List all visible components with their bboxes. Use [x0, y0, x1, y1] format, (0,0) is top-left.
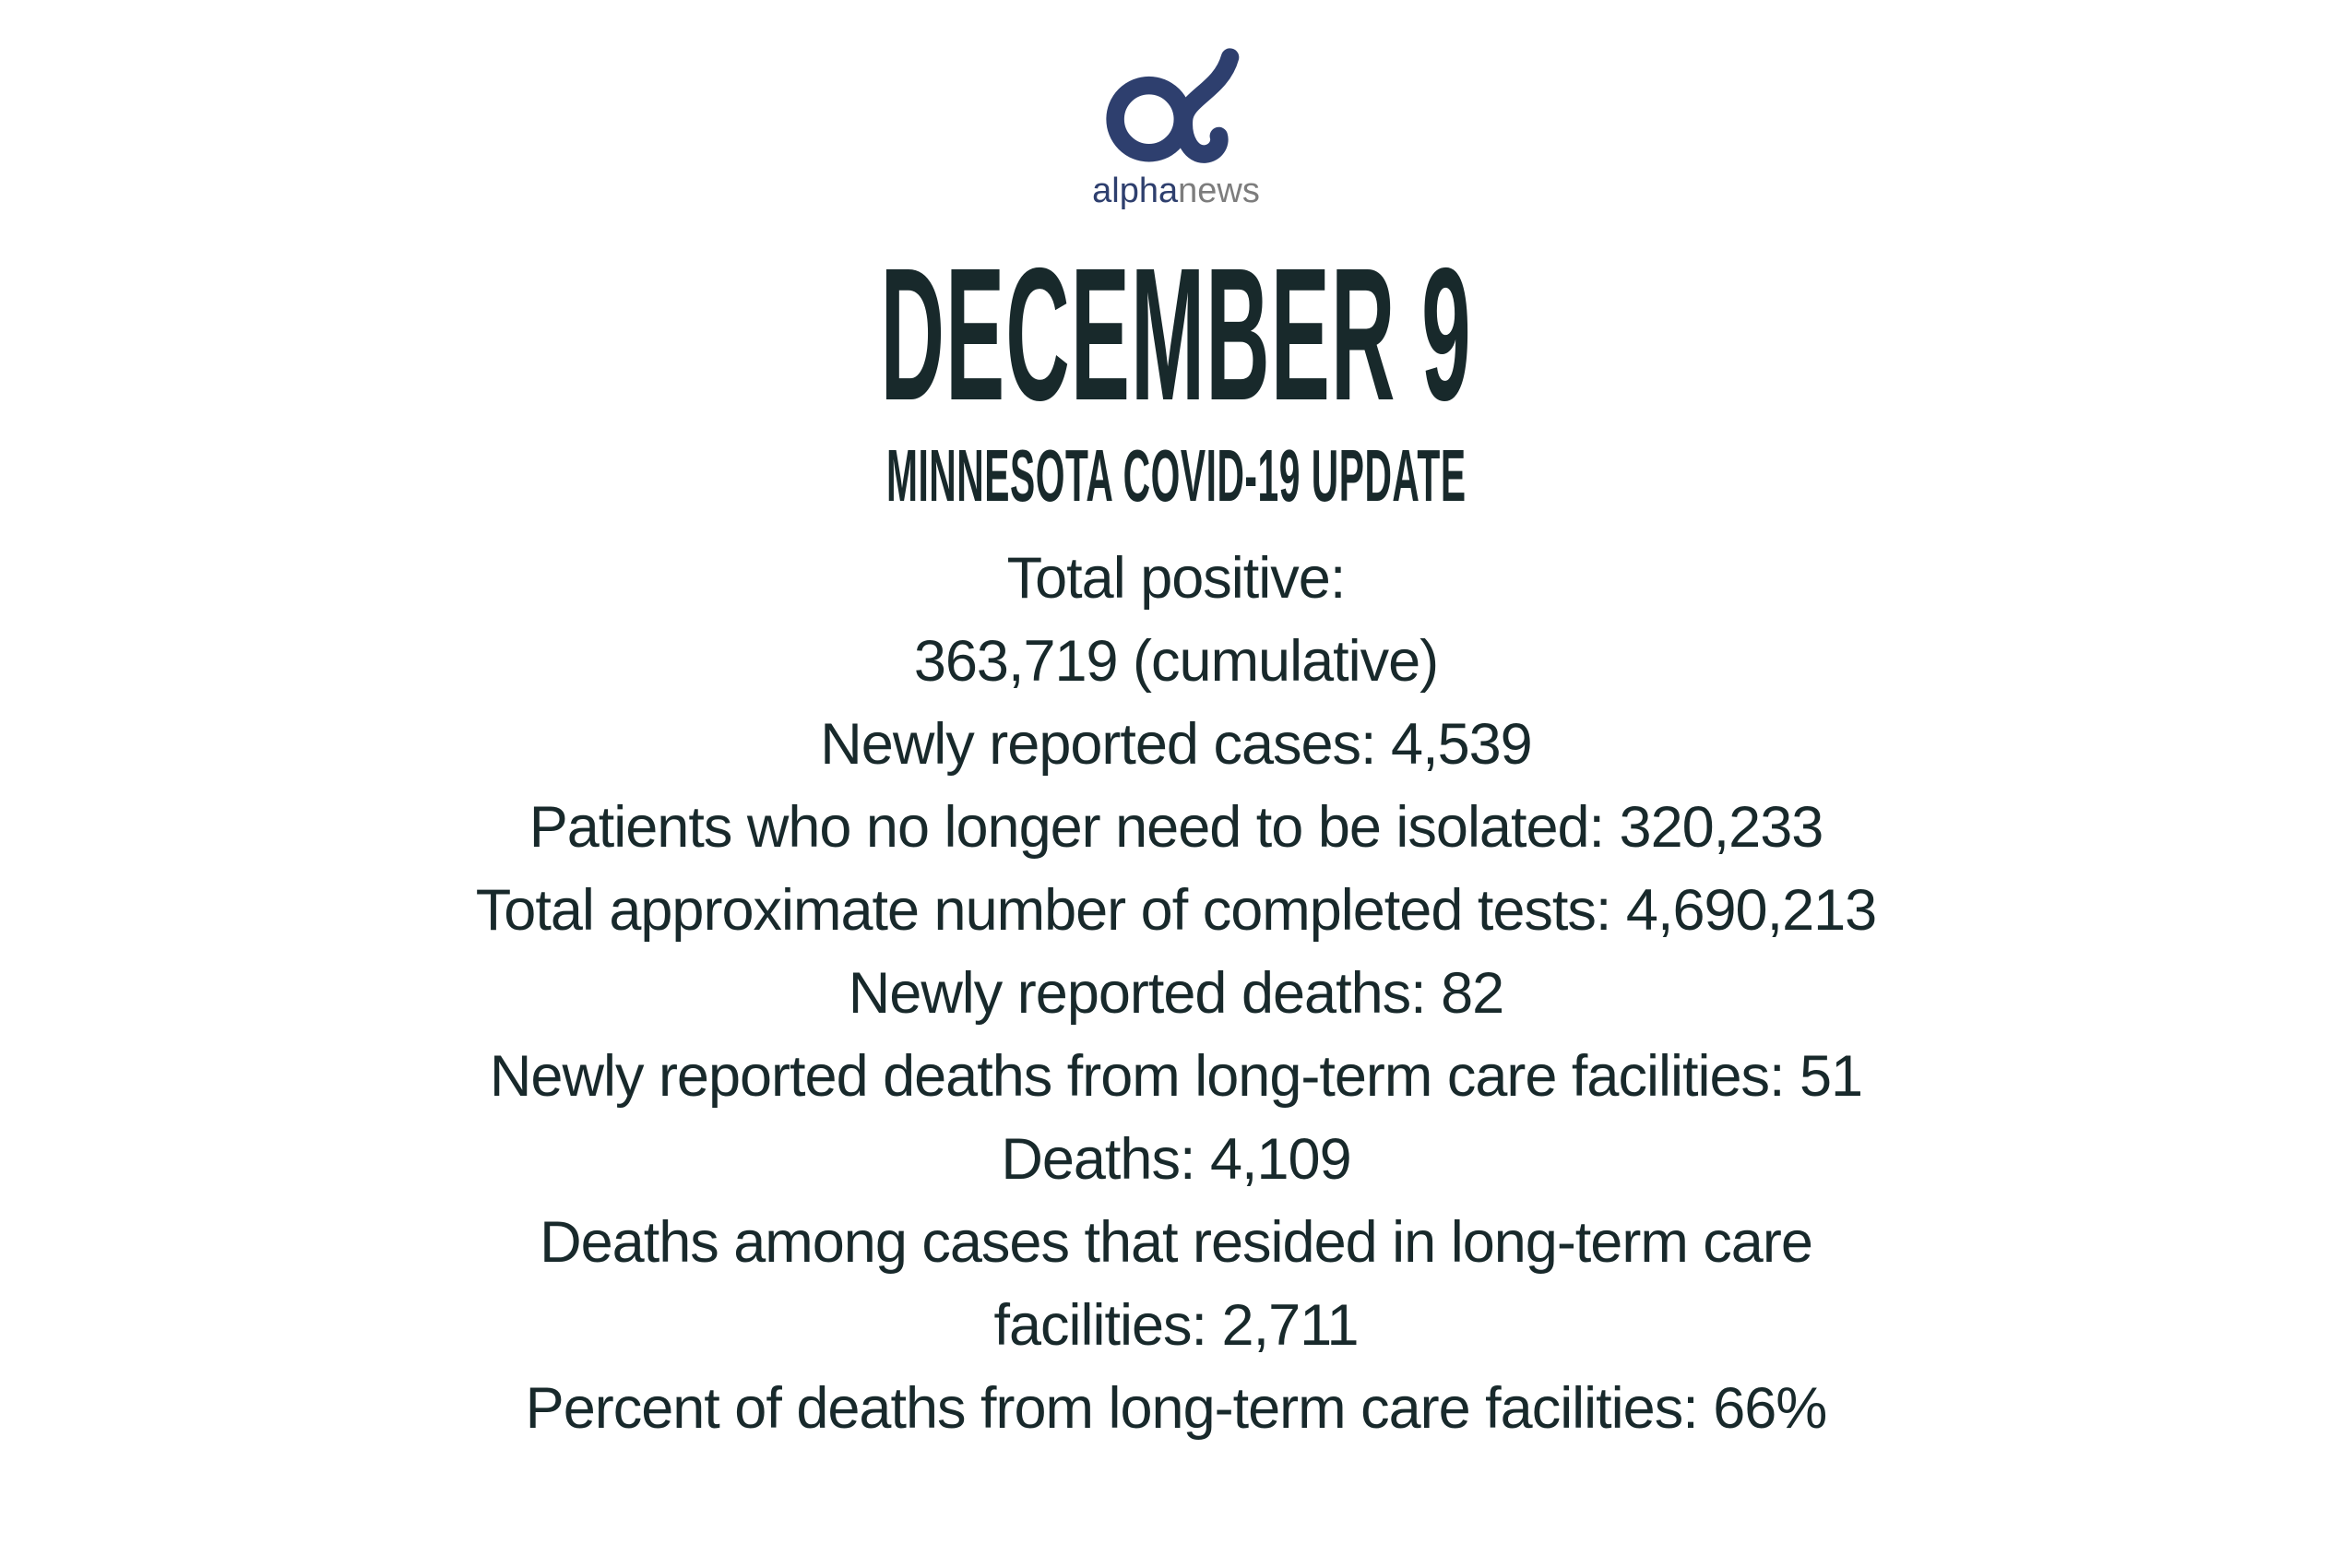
stat-line: 363,719 (cumulative) — [913, 629, 1439, 694]
stat-line: Total positive: — [1006, 546, 1347, 611]
logo-word-news: news — [1178, 172, 1260, 210]
stat-line: Percent of deaths from long-term care fa… — [525, 1376, 1828, 1441]
logo-word-alpha: alpha — [1092, 172, 1179, 210]
page-title: DECEMBER 9 — [880, 228, 1472, 440]
stat-line: Newly reported deaths: 82 — [848, 961, 1504, 1026]
subtitle-row: MINNESOTA COVID-19 UPDATE — [0, 439, 2352, 513]
alphanews-logo: alphanews — [1092, 48, 1260, 208]
title-row: DECEMBER 9 — [0, 228, 2352, 440]
stat-line: facilities: 2,711 — [993, 1293, 1359, 1358]
stat-line: Deaths: 4,109 — [1001, 1127, 1351, 1192]
stat-line: Total approximate number of completed te… — [475, 878, 1877, 943]
alphanews-wordmark: alphanews — [1092, 173, 1260, 208]
alpha-symbol-icon — [1106, 48, 1240, 163]
stat-line: Newly reported deaths from long-term car… — [489, 1044, 1863, 1109]
stats-list: Total positive: 363,719 (cumulative) Newly… — [0, 537, 2352, 1450]
stat-line: Deaths among cases that resided in long-… — [540, 1210, 1813, 1275]
page-subtitle: MINNESOTA COVID-19 UPDATE — [885, 434, 1467, 517]
stat-line: Newly reported cases: 4,539 — [820, 712, 1532, 777]
stat-line: Patients who no longer need to be isolat… — [529, 795, 1824, 860]
